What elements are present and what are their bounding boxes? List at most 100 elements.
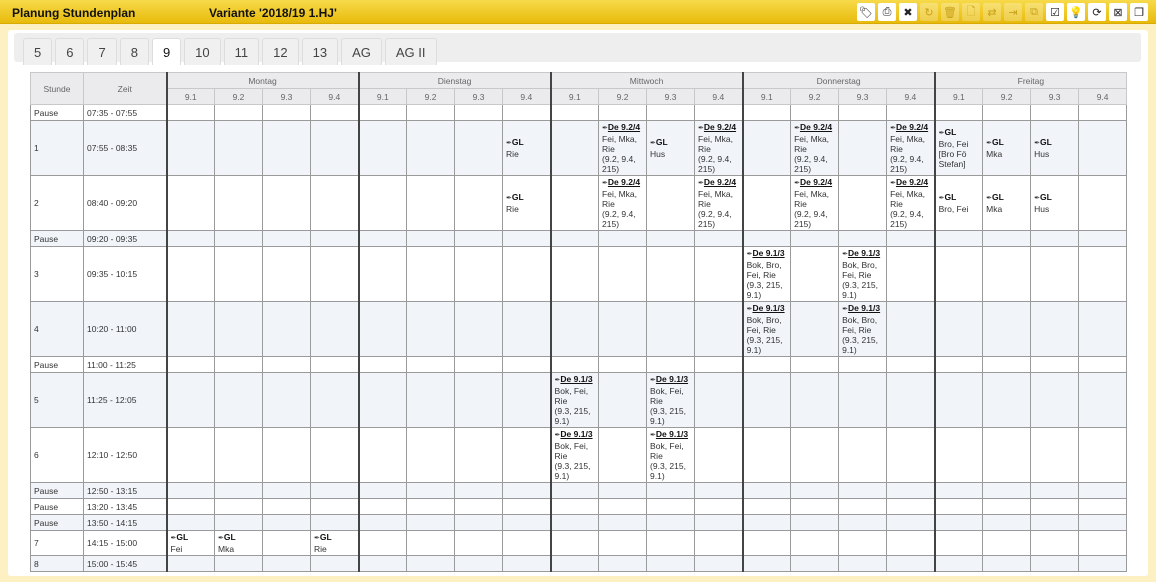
lesson-cell[interactable]: ✒GL Hus xyxy=(1030,175,1080,231)
lesson-cell[interactable]: ✒GL Mka xyxy=(982,175,1032,231)
empty-cell[interactable] xyxy=(1078,530,1128,556)
empty-cell[interactable] xyxy=(1078,246,1128,302)
empty-cell[interactable] xyxy=(741,427,792,483)
empty-cell[interactable] xyxy=(502,530,552,556)
empty-cell[interactable] xyxy=(214,301,263,357)
empty-cell[interactable] xyxy=(214,427,263,483)
empty-cell[interactable] xyxy=(646,498,696,515)
lesson-cell[interactable]: ✒De 9.2/4 Fei, Mka, Rie (9.2, 9.4, 215) xyxy=(886,120,936,176)
empty-cell[interactable] xyxy=(357,301,408,357)
empty-cell[interactable] xyxy=(790,530,840,556)
empty-cell[interactable] xyxy=(1078,230,1128,247)
lesson-subject[interactable]: ✒De 9.2/4 xyxy=(698,177,739,189)
lesson-subject[interactable]: ✒De 9.2/4 xyxy=(890,177,931,189)
subject-label[interactable]: De 9.1/3 xyxy=(847,303,881,313)
lesson-subject[interactable]: ✒De 9.2/4 xyxy=(794,177,835,189)
empty-cell[interactable] xyxy=(1078,482,1128,499)
subject-label[interactable]: De 9.2/4 xyxy=(895,177,929,187)
trash-button[interactable]: 🗑 xyxy=(941,3,959,21)
empty-cell[interactable] xyxy=(309,175,360,231)
empty-cell[interactable] xyxy=(502,230,552,247)
file-button[interactable]: 🗋 xyxy=(962,3,980,21)
empty-cell[interactable] xyxy=(502,498,552,515)
lesson-subject[interactable]: ✒De 9.1/3 xyxy=(747,248,788,260)
copy-button[interactable]: ⧉ xyxy=(1025,3,1043,21)
empty-cell[interactable] xyxy=(646,356,696,373)
subject-label[interactable]: De 9.2/4 xyxy=(799,177,833,187)
empty-cell[interactable] xyxy=(838,120,888,176)
lesson-subject[interactable]: ✒GL xyxy=(506,192,547,204)
lesson-subject[interactable]: ✒GL xyxy=(986,192,1027,204)
empty-cell[interactable] xyxy=(309,555,360,572)
empty-cell[interactable] xyxy=(838,175,888,231)
empty-cell[interactable] xyxy=(1030,555,1080,572)
empty-cell[interactable] xyxy=(502,246,552,302)
empty-cell[interactable] xyxy=(982,482,1032,499)
empty-cell[interactable] xyxy=(262,498,311,515)
empty-cell[interactable] xyxy=(933,356,984,373)
empty-cell[interactable] xyxy=(598,372,648,428)
empty-cell[interactable] xyxy=(454,175,504,231)
empty-cell[interactable] xyxy=(741,482,792,499)
empty-cell[interactable] xyxy=(646,246,696,302)
empty-cell[interactable] xyxy=(262,555,311,572)
empty-cell[interactable] xyxy=(214,482,263,499)
empty-cell[interactable] xyxy=(646,555,696,572)
tab-12[interactable]: 12 xyxy=(262,38,299,65)
empty-cell[interactable] xyxy=(549,498,600,515)
subject-label[interactable]: De 9.1/3 xyxy=(752,248,785,258)
lesson-cell[interactable]: ✒GL Mka xyxy=(982,120,1032,176)
empty-cell[interactable] xyxy=(309,498,360,515)
empty-cell[interactable] xyxy=(549,555,600,572)
empty-cell[interactable] xyxy=(646,482,696,499)
empty-cell[interactable] xyxy=(262,120,311,176)
subject-label[interactable]: De 9.1/3 xyxy=(560,429,593,439)
empty-cell[interactable] xyxy=(406,372,456,428)
empty-cell[interactable] xyxy=(357,104,408,121)
tab-9[interactable]: 9 xyxy=(151,38,182,65)
empty-cell[interactable] xyxy=(982,356,1032,373)
transfer-button[interactable]: ⇄ xyxy=(983,3,1001,21)
empty-cell[interactable] xyxy=(502,104,552,121)
empty-cell[interactable] xyxy=(502,301,552,357)
lesson-cell[interactable]: ✒De 9.1/3 Bok, Bro, Fei, Rie (9.3, 215, 9.1) xyxy=(838,246,888,302)
empty-cell[interactable] xyxy=(454,120,504,176)
empty-cell[interactable] xyxy=(502,482,552,499)
empty-cell[interactable] xyxy=(357,482,408,499)
lesson-cell[interactable]: ✒De 9.1/3 Bok, Bro, Fei, Rie (9.3, 215, 9.1) xyxy=(838,301,888,357)
subject-label[interactable]: De 9.1/3 xyxy=(655,429,689,439)
empty-cell[interactable] xyxy=(309,514,360,531)
empty-cell[interactable] xyxy=(886,372,936,428)
empty-cell[interactable] xyxy=(1078,301,1128,357)
subject-label[interactable]: De 9.2/4 xyxy=(895,122,929,132)
subject-label[interactable]: De 9.2/4 xyxy=(607,122,641,132)
empty-cell[interactable] xyxy=(694,530,744,556)
subject-label[interactable]: De 9.1/3 xyxy=(847,248,881,258)
empty-cell[interactable] xyxy=(214,498,263,515)
empty-cell[interactable] xyxy=(694,372,744,428)
subject-label[interactable]: De 9.1/3 xyxy=(752,303,785,313)
empty-cell[interactable] xyxy=(933,498,984,515)
empty-cell[interactable] xyxy=(454,498,504,515)
empty-cell[interactable] xyxy=(309,246,360,302)
lesson-subject[interactable]: ✒GL xyxy=(506,137,547,149)
empty-cell[interactable] xyxy=(1078,104,1128,121)
empty-cell[interactable] xyxy=(694,246,744,302)
empty-cell[interactable] xyxy=(982,104,1032,121)
lesson-subject[interactable]: ✒De 9.1/3 xyxy=(650,429,691,441)
empty-cell[interactable] xyxy=(406,498,456,515)
empty-cell[interactable] xyxy=(1030,482,1080,499)
empty-cell[interactable] xyxy=(741,514,792,531)
empty-cell[interactable] xyxy=(454,530,504,556)
empty-cell[interactable] xyxy=(982,427,1032,483)
empty-cell[interactable] xyxy=(406,530,456,556)
refresh-button[interactable]: ↻ xyxy=(920,3,938,21)
empty-cell[interactable] xyxy=(694,498,744,515)
empty-cell[interactable] xyxy=(838,104,888,121)
empty-cell[interactable] xyxy=(838,514,888,531)
lesson-cell[interactable]: ✒De 9.1/3 Bok, Bro, Fei, Rie (9.3, 215, 9.1) xyxy=(741,246,792,302)
empty-cell[interactable] xyxy=(933,482,984,499)
lesson-subject[interactable]: ✒De 9.2/4 xyxy=(794,122,835,134)
empty-cell[interactable] xyxy=(886,356,936,373)
empty-cell[interactable] xyxy=(406,230,456,247)
